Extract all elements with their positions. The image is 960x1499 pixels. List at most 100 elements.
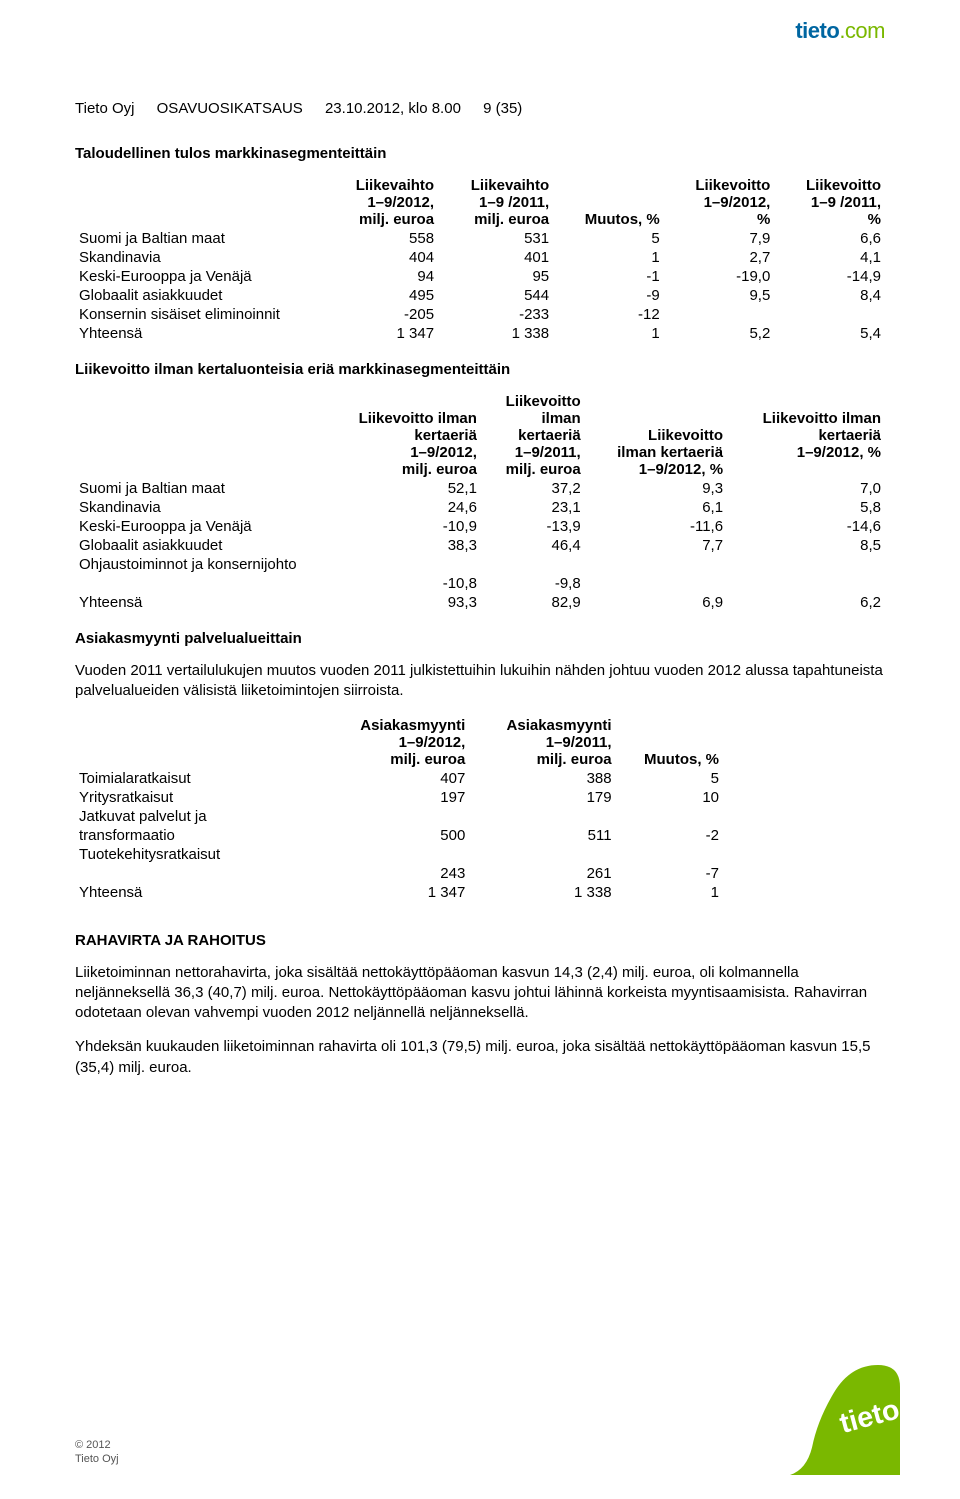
cell-value bbox=[774, 305, 885, 324]
section1-title: Taloudellinen tulos markkinasegmenteittä… bbox=[75, 145, 885, 162]
cell-value: 558 bbox=[323, 229, 438, 248]
cell-value: 6,9 bbox=[585, 593, 727, 612]
section2-col4-header: Liikevoitto ilman kertaeriä 1–9/2012, % bbox=[727, 392, 885, 479]
cell-value: -10,8 bbox=[323, 574, 481, 593]
cell-value bbox=[727, 574, 885, 593]
section2-col3-header: Liikevoitto ilman kertaeriä 1–9/2012, % bbox=[585, 392, 727, 479]
table-row: 243261-7 bbox=[75, 864, 723, 883]
row-label: Globaalit asiakkuudet bbox=[75, 286, 323, 305]
cell-value: 388 bbox=[469, 769, 615, 788]
row-label: transformaatio bbox=[75, 826, 323, 845]
section1-col4-header: Liikevoitto 1–9/2012, % bbox=[664, 176, 775, 229]
footer-company: Tieto Oyj bbox=[75, 1453, 119, 1465]
brand-logo-top: tieto.com bbox=[795, 18, 885, 44]
header-page-ref: 9 (35) bbox=[483, 100, 522, 117]
table-row: Yritysratkaisut19717910 bbox=[75, 788, 723, 807]
cell-value bbox=[323, 845, 469, 864]
section3-header-row: Asiakasmyynti 1–9/2012, milj. euroa Asia… bbox=[75, 716, 723, 769]
cell-value bbox=[664, 305, 775, 324]
cell-value: -9,8 bbox=[481, 574, 585, 593]
row-label: Yhteensä bbox=[75, 883, 323, 902]
table-row: Suomi ja Baltian maat52,137,29,37,0 bbox=[75, 479, 885, 498]
brand-part2: .com bbox=[839, 18, 885, 43]
document-header: Tieto Oyj OSAVUOSIKATSAUS 23.10.2012, kl… bbox=[75, 100, 885, 117]
row-label: Keski-Eurooppa ja Venäjä bbox=[75, 267, 323, 286]
cell-value: -9 bbox=[553, 286, 664, 305]
cell-value: -205 bbox=[323, 305, 438, 324]
cell-value: 7,0 bbox=[727, 479, 885, 498]
cell-value: 9,5 bbox=[664, 286, 775, 305]
cell-value: 5 bbox=[616, 769, 723, 788]
section2-title: Liikevoitto ilman kertaluonteisia eriä m… bbox=[75, 361, 885, 378]
cell-value: 495 bbox=[323, 286, 438, 305]
row-label: Yhteensä bbox=[75, 593, 323, 612]
brand-part1: tieto bbox=[795, 18, 839, 43]
cell-value bbox=[585, 555, 727, 574]
cell-value: 1 347 bbox=[323, 324, 438, 343]
cell-value: 6,1 bbox=[585, 498, 727, 517]
table-row: Keski-Eurooppa ja Venäjä9495-1-19,0-14,9 bbox=[75, 267, 885, 286]
table-row: Toimialaratkaisut4073885 bbox=[75, 769, 723, 788]
table-row: Yhteensä93,382,96,96,2 bbox=[75, 593, 885, 612]
cell-value: 5,2 bbox=[664, 324, 775, 343]
cell-value: 7,9 bbox=[664, 229, 775, 248]
cell-value: 407 bbox=[323, 769, 469, 788]
section2-col2-header: Liikevoitto ilman kertaeriä 1–9/2011, mi… bbox=[481, 392, 585, 479]
cell-value: 511 bbox=[469, 826, 615, 845]
cell-value: 95 bbox=[438, 267, 553, 286]
cell-value: 5 bbox=[553, 229, 664, 248]
section3-paragraph: Vuoden 2011 vertailulukujen muutos vuode… bbox=[75, 661, 885, 702]
table-row: Globaalit asiakkuudet495544-99,58,4 bbox=[75, 286, 885, 305]
header-company: Tieto Oyj bbox=[75, 100, 134, 117]
cell-value bbox=[616, 845, 723, 864]
page: tieto.com Tieto Oyj OSAVUOSIKATSAUS 23.1… bbox=[0, 0, 960, 1499]
cell-value: 1 347 bbox=[323, 883, 469, 902]
cell-value: -7 bbox=[616, 864, 723, 883]
cell-value: 82,9 bbox=[481, 593, 585, 612]
section1-table: Liikevaihto 1–9/2012, milj. euroa Liikev… bbox=[75, 176, 885, 343]
cell-value: 94 bbox=[323, 267, 438, 286]
cell-value bbox=[481, 555, 585, 574]
row-label: Ohjaustoiminnot ja konsernijohto bbox=[75, 555, 323, 574]
section2-body: Suomi ja Baltian maat52,137,29,37,0Skand… bbox=[75, 479, 885, 612]
row-label: Suomi ja Baltian maat bbox=[75, 229, 323, 248]
row-label: Yritysratkaisut bbox=[75, 788, 323, 807]
cell-value: 8,4 bbox=[774, 286, 885, 305]
row-label: Skandinavia bbox=[75, 498, 323, 517]
section1-col5-header: Liikevoitto 1–9 /2011, % bbox=[774, 176, 885, 229]
cell-value: 544 bbox=[438, 286, 553, 305]
cell-value: 24,6 bbox=[323, 498, 481, 517]
cell-value: 243 bbox=[323, 864, 469, 883]
cell-value: -14,9 bbox=[774, 267, 885, 286]
cell-value: 4,1 bbox=[774, 248, 885, 267]
section1-col3-header: Muutos, % bbox=[553, 176, 664, 229]
section1-col1-header: Liikevaihto 1–9/2012, milj. euroa bbox=[323, 176, 438, 229]
cell-value: -14,6 bbox=[727, 517, 885, 536]
table-row: Ohjaustoiminnot ja konsernijohto bbox=[75, 555, 885, 574]
cell-value: -19,0 bbox=[664, 267, 775, 286]
table-row: transformaatio500511-2 bbox=[75, 826, 723, 845]
cell-value: 37,2 bbox=[481, 479, 585, 498]
table-row: Skandinavia40440112,74,1 bbox=[75, 248, 885, 267]
table-row: Globaalit asiakkuudet38,346,47,78,5 bbox=[75, 536, 885, 555]
cell-value: 1 bbox=[553, 248, 664, 267]
footer-year: © 2012 bbox=[75, 1439, 111, 1451]
section1-body: Suomi ja Baltian maat55853157,96,6Skandi… bbox=[75, 229, 885, 343]
row-label: Globaalit asiakkuudet bbox=[75, 536, 323, 555]
section3-title: Asiakasmyynti palvelualueittain bbox=[75, 630, 885, 647]
section2-header-row: Liikevoitto ilman kertaeriä 1–9/2012, mi… bbox=[75, 392, 885, 479]
cell-value: 1 338 bbox=[438, 324, 553, 343]
cell-value: -11,6 bbox=[585, 517, 727, 536]
cell-value bbox=[323, 807, 469, 826]
section3-body: Toimialaratkaisut4073885Yritysratkaisut1… bbox=[75, 769, 723, 902]
table-row: Jatkuvat palvelut ja bbox=[75, 807, 723, 826]
table-row: Yhteensä1 3471 33815,25,4 bbox=[75, 324, 885, 343]
section2-table: Liikevoitto ilman kertaeriä 1–9/2012, mi… bbox=[75, 392, 885, 612]
cell-value: -10,9 bbox=[323, 517, 481, 536]
cell-value: 1 bbox=[553, 324, 664, 343]
table-row: Yhteensä1 3471 3381 bbox=[75, 883, 723, 902]
cell-value: 261 bbox=[469, 864, 615, 883]
section2-col1-header: Liikevoitto ilman kertaeriä 1–9/2012, mi… bbox=[323, 392, 481, 479]
section2-header-blank bbox=[75, 392, 323, 479]
cell-value: 8,5 bbox=[727, 536, 885, 555]
